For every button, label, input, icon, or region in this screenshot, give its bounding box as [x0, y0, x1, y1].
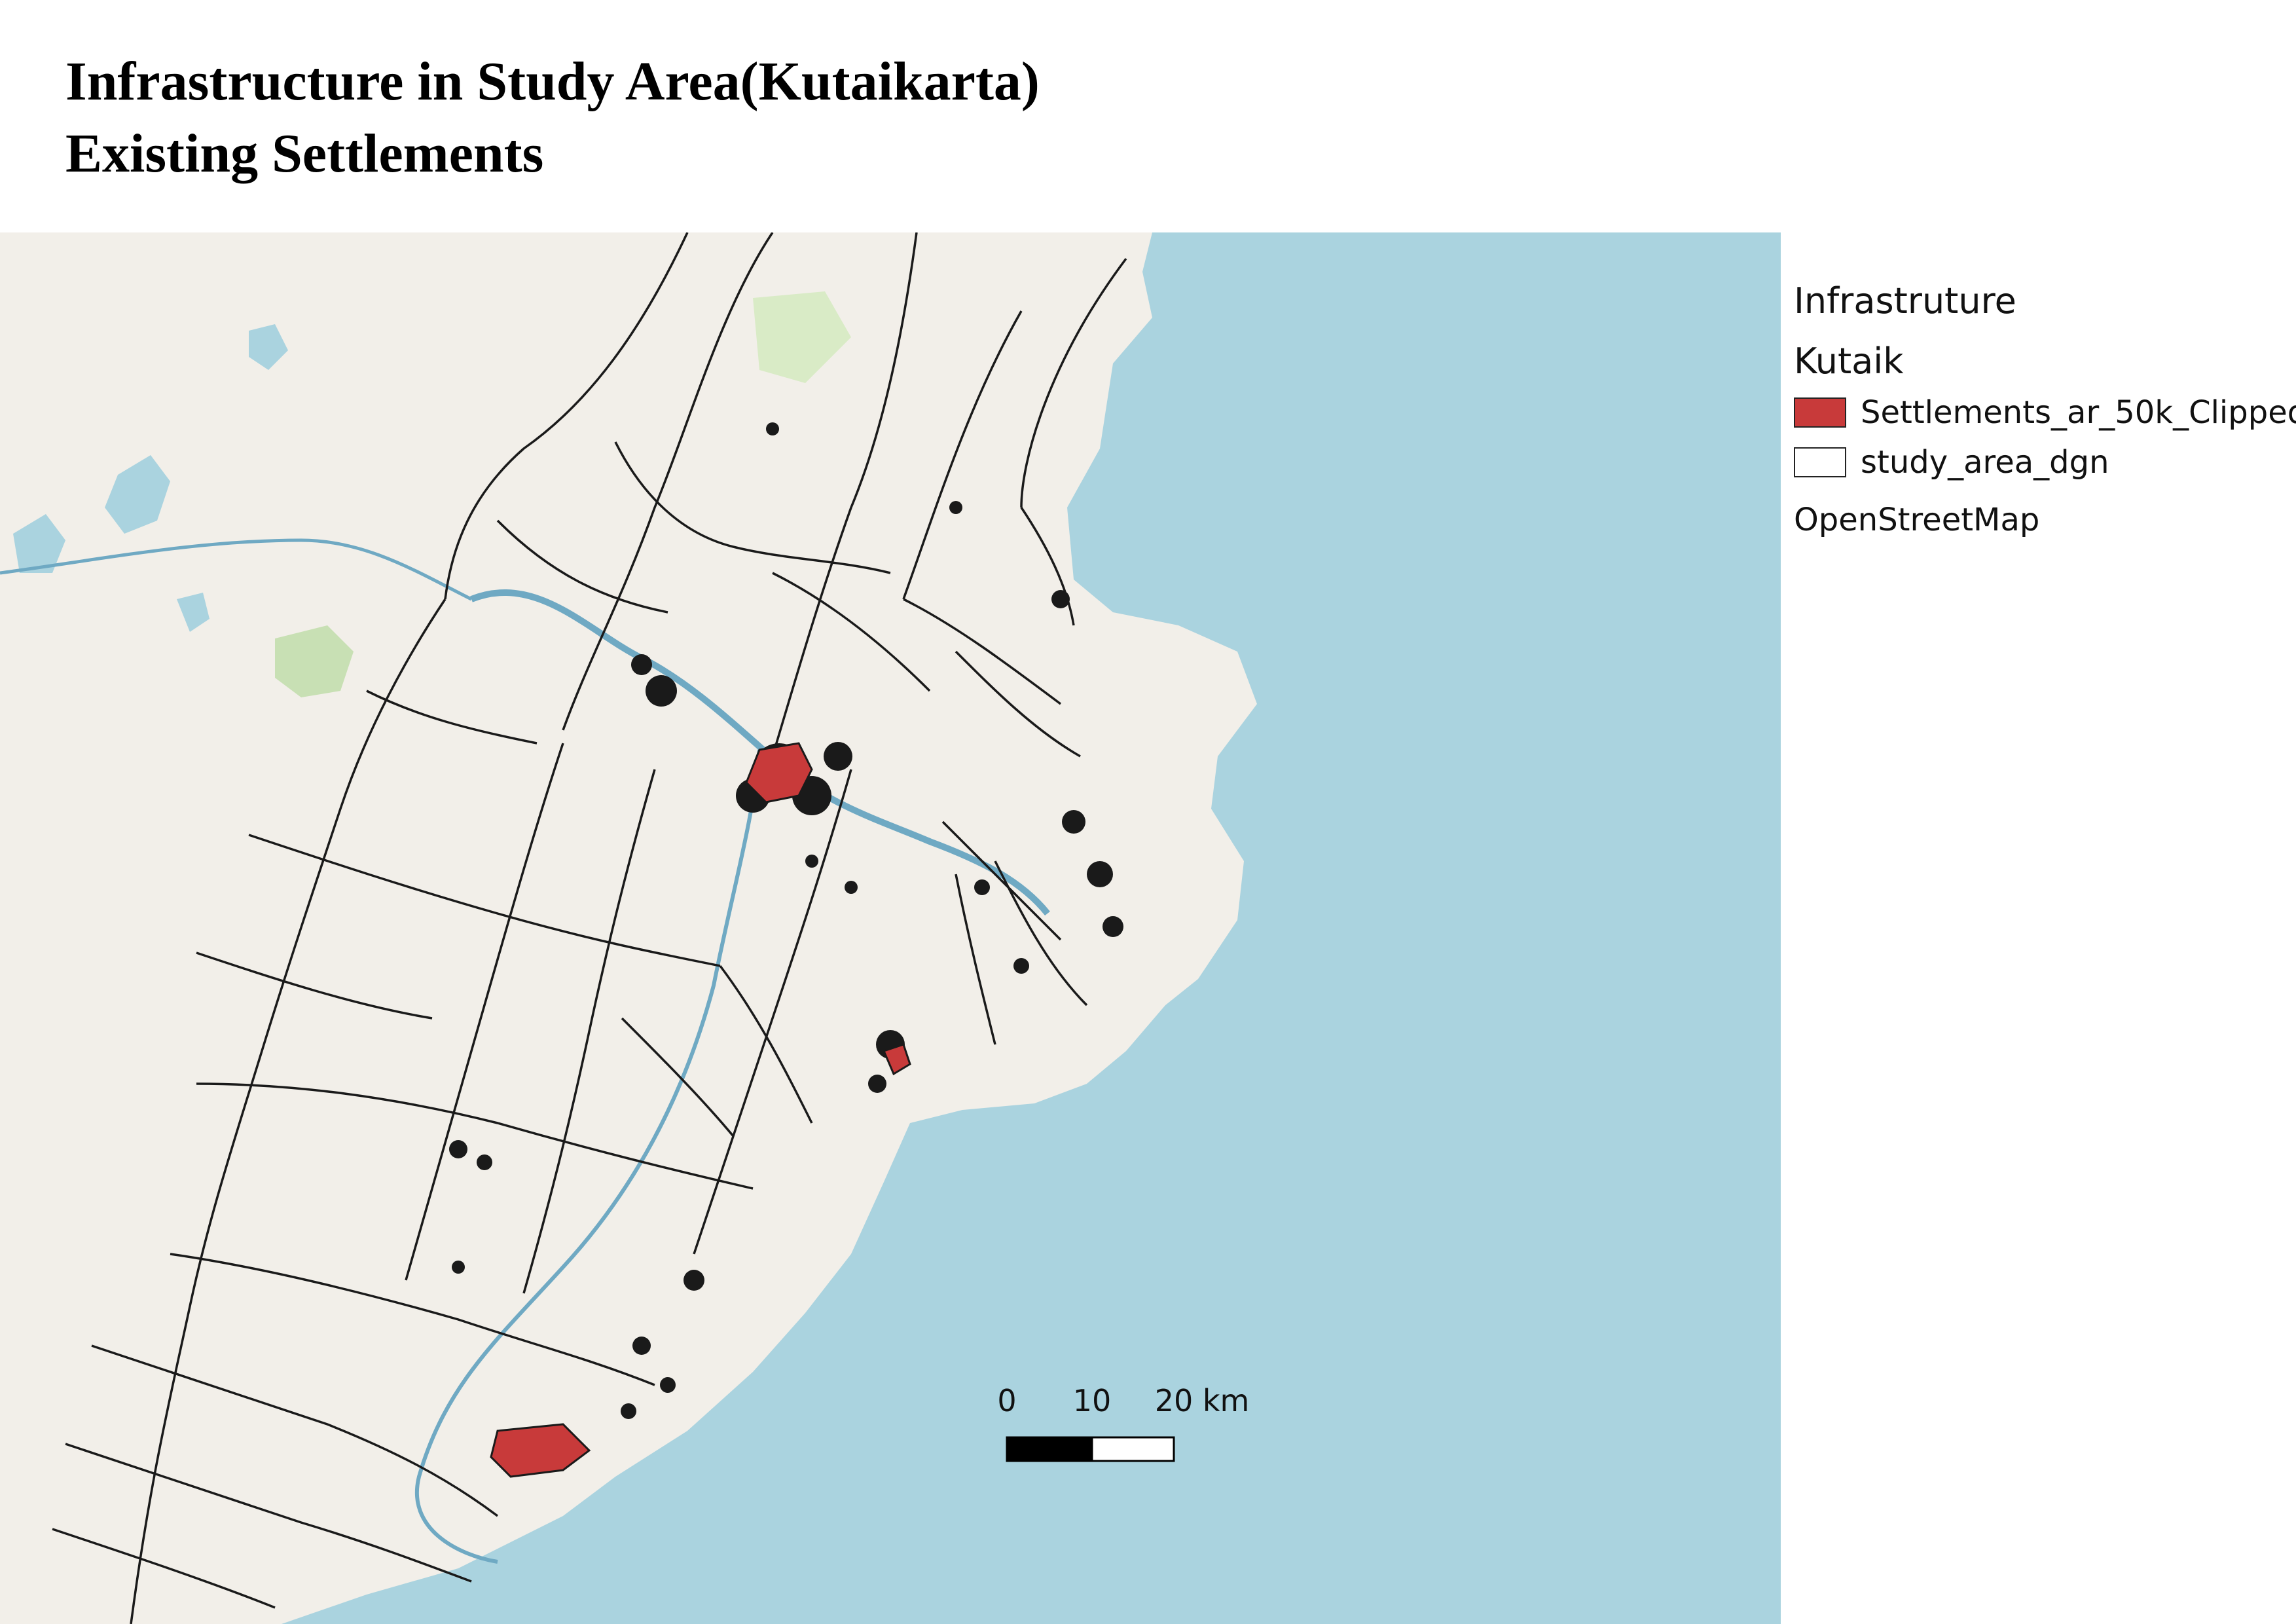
river: [414, 749, 761, 1564]
scale-bar-white-segment: [1091, 1436, 1175, 1462]
legend-item-study-area: study_area_dgn: [1794, 437, 2291, 487]
land-area: [0, 232, 1257, 1624]
legend-title: Infrastruture: [1794, 280, 2016, 322]
legend-basemap-label: OpenStreetMap: [1794, 502, 2040, 538]
legend-item-label: study_area_dgn: [1861, 444, 2109, 481]
map-canvas[interactable]: 0 10 20 km: [0, 232, 1781, 1624]
scale-label-0: 0: [997, 1383, 1016, 1418]
legend-item-settlements: Settlements_ar_50k_Clipped: [1794, 388, 2296, 437]
legend-item-label: Settlements_ar_50k_Clipped: [1861, 394, 2296, 431]
map-title-line-1: Infrastructure in Study Area(Kutaikarta): [65, 51, 1040, 112]
river: [0, 538, 473, 601]
lake: [105, 455, 170, 534]
scale-label-20-km: 20 km: [1155, 1383, 1250, 1418]
lake: [249, 324, 288, 370]
map-legend: Infrastruture Kutaik Settlements_ar_50k_…: [1794, 275, 2296, 546]
study-area-boundaries: [52, 232, 1127, 1624]
map-title-line-2: Existing Settlements: [65, 123, 544, 184]
scale-bar: 0 10 20 km: [997, 1383, 1250, 1462]
settlements-swatch: [1794, 397, 1846, 428]
scale-label-10: 10: [1073, 1383, 1112, 1418]
forest-area: [275, 625, 354, 697]
settlement-areas-clipped: [490, 742, 911, 1478]
scale-bar-black-segment: [1006, 1436, 1093, 1462]
study-area-swatch: [1794, 447, 1846, 477]
map-title: Infrastructure in Study Area(Kutaikarta)…: [65, 46, 1040, 190]
lake: [13, 514, 65, 573]
legend-group-label: Kutaik: [1794, 341, 1904, 382]
lake: [177, 593, 210, 632]
forest-area: [753, 291, 851, 383]
